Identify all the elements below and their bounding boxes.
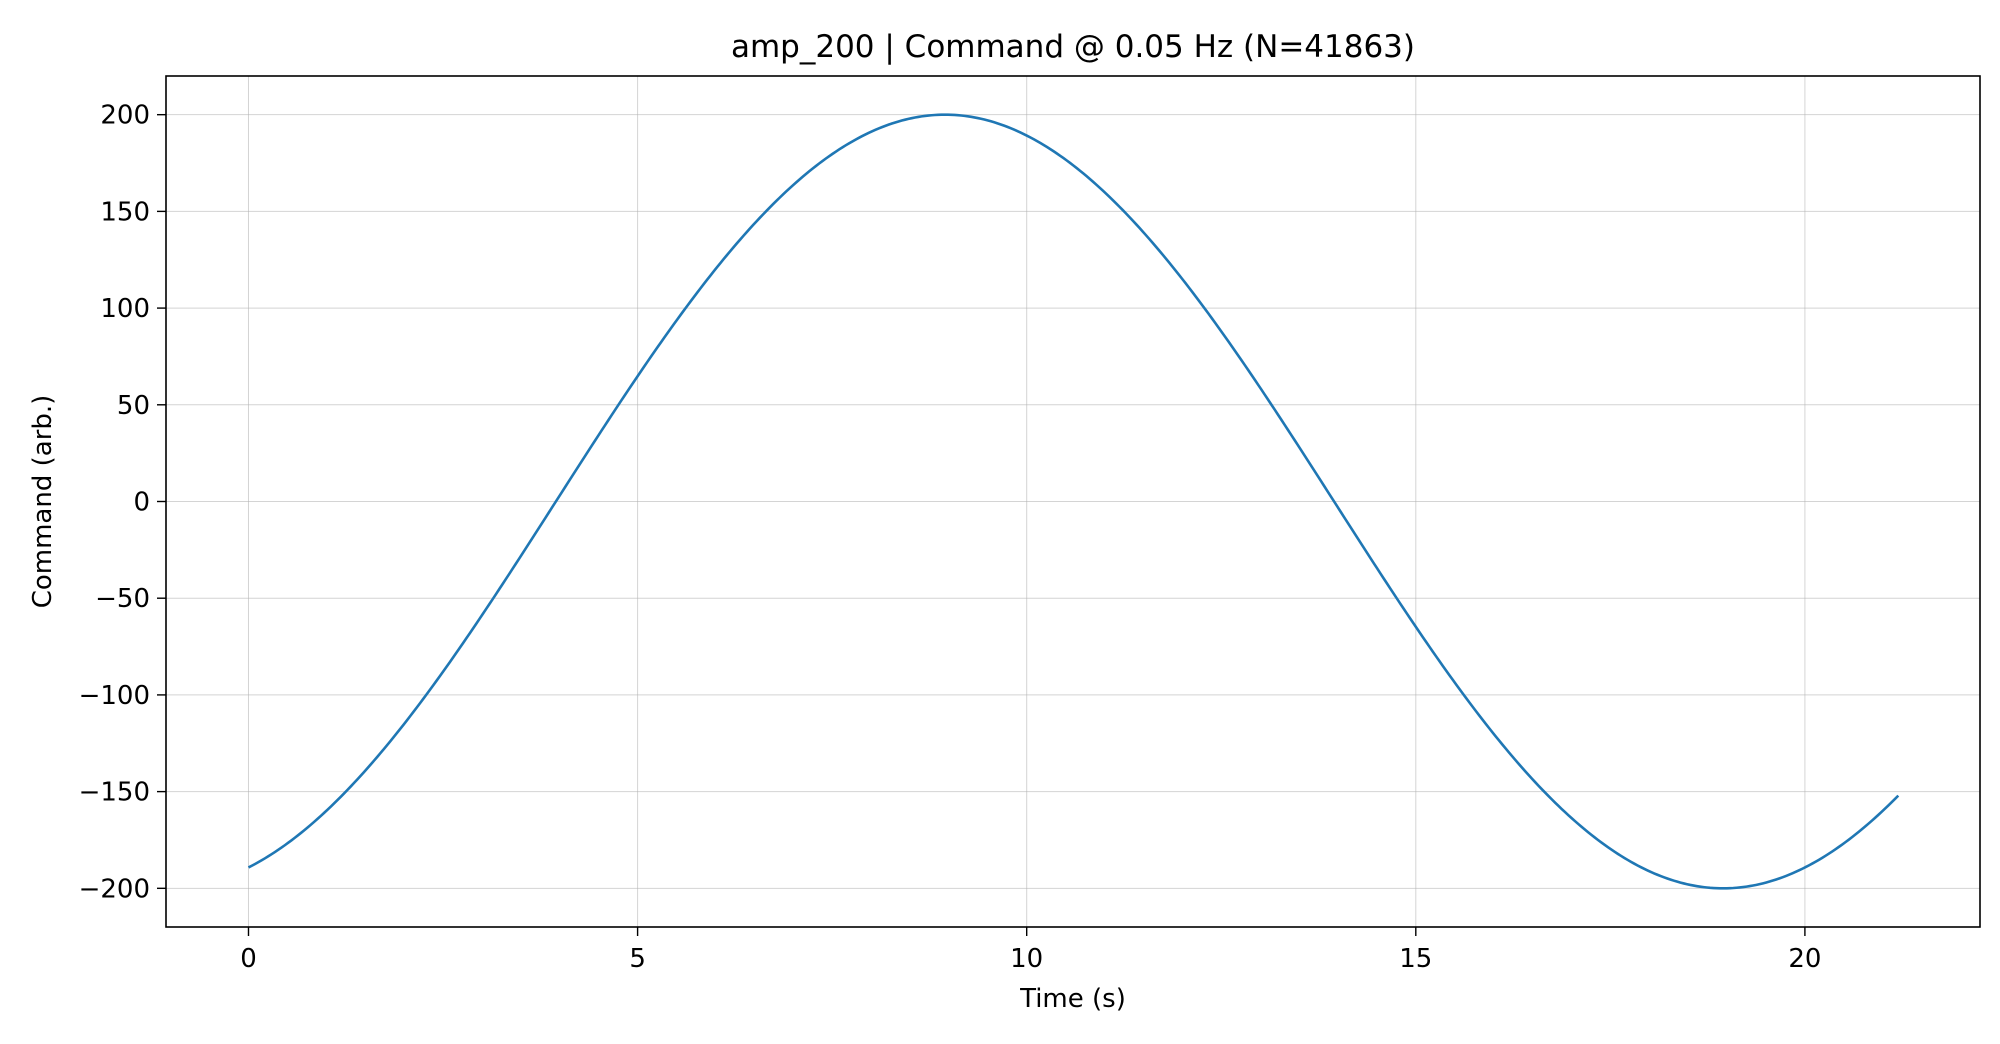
y-axis-label: Command (arb.) xyxy=(28,395,58,609)
plot-area xyxy=(247,113,1900,890)
x-axis-label: Time (s) xyxy=(1019,984,1126,1014)
y-axis: 200 150 100 50 0 −50 −100 −150 −200 xyxy=(79,101,166,904)
y-tick-label: −200 xyxy=(79,874,150,904)
x-axis: 0 5 10 15 20 xyxy=(240,927,1821,974)
chart-title: amp_200 | Command @ 0.05 Hz (N=41863) xyxy=(731,29,1415,65)
y-tick-label: −100 xyxy=(79,681,150,711)
y-tick-label: 50 xyxy=(117,391,150,421)
y-tick-label: 0 xyxy=(133,488,150,518)
y-tick-label: −50 xyxy=(95,584,150,614)
y-tick-label: −150 xyxy=(79,778,150,808)
x-tick-label: 15 xyxy=(1399,944,1432,974)
series-line xyxy=(247,113,1900,890)
grid xyxy=(166,76,1980,927)
x-tick-label: 5 xyxy=(629,944,646,974)
y-tick-label: 100 xyxy=(100,294,150,324)
y-tick-label: 200 xyxy=(100,101,150,131)
x-tick-label: 20 xyxy=(1788,944,1821,974)
x-tick-label: 10 xyxy=(1010,944,1043,974)
x-tick-label: 0 xyxy=(240,944,257,974)
y-tick-label: 150 xyxy=(100,197,150,227)
